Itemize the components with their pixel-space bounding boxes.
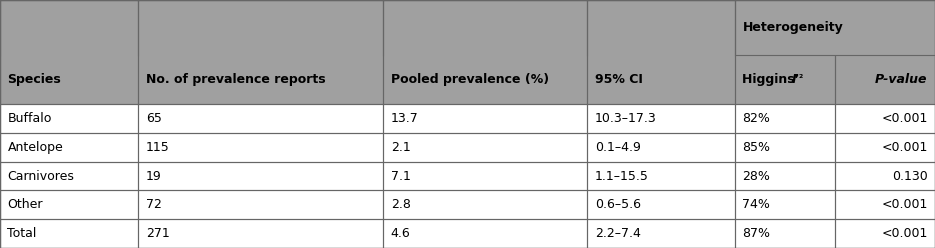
Bar <box>735 219 835 248</box>
Bar <box>138 0 383 104</box>
Bar <box>835 219 935 248</box>
Text: Other: Other <box>7 198 43 211</box>
Text: 82%: 82% <box>742 112 770 125</box>
Text: 10.3–17.3: 10.3–17.3 <box>595 112 656 125</box>
Bar <box>587 219 735 248</box>
Bar <box>0 190 138 219</box>
Bar <box>383 0 587 55</box>
Bar <box>383 190 587 219</box>
Bar <box>138 190 383 219</box>
Bar <box>0 0 138 104</box>
Text: Pooled prevalence (%): Pooled prevalence (%) <box>391 73 549 86</box>
Text: Higgins’: Higgins’ <box>742 73 804 86</box>
Bar <box>383 104 587 133</box>
Bar <box>735 190 835 219</box>
Bar <box>735 162 835 190</box>
Bar <box>835 190 935 219</box>
Text: 65: 65 <box>146 112 162 125</box>
Text: 95% CI: 95% CI <box>595 73 642 86</box>
Text: 1.1–15.5: 1.1–15.5 <box>595 170 649 183</box>
Bar <box>0 162 138 190</box>
Text: 72: 72 <box>146 198 162 211</box>
Text: 0.1–4.9: 0.1–4.9 <box>595 141 640 154</box>
Text: 28%: 28% <box>742 170 770 183</box>
Text: Heterogeneity: Heterogeneity <box>742 21 843 34</box>
Text: 0.130: 0.130 <box>892 170 928 183</box>
Text: 271: 271 <box>146 227 169 240</box>
Bar <box>383 162 587 190</box>
Text: <0.001: <0.001 <box>881 227 928 240</box>
Bar <box>735 0 935 55</box>
Bar <box>0 219 138 248</box>
Text: Total: Total <box>7 227 36 240</box>
Bar <box>587 190 735 219</box>
Bar <box>735 55 835 104</box>
Bar <box>138 219 383 248</box>
Bar <box>735 104 835 133</box>
Text: 13.7: 13.7 <box>391 112 419 125</box>
Bar <box>835 55 935 104</box>
Bar <box>587 104 735 133</box>
Bar <box>587 0 735 104</box>
Text: 0.6–5.6: 0.6–5.6 <box>595 198 640 211</box>
Text: 2.1: 2.1 <box>391 141 410 154</box>
Bar <box>383 133 587 162</box>
Bar <box>735 133 835 162</box>
Bar <box>587 0 735 55</box>
Text: Buffalo: Buffalo <box>7 112 51 125</box>
Bar <box>138 162 383 190</box>
Text: 7.1: 7.1 <box>391 170 410 183</box>
Text: <0.001: <0.001 <box>881 141 928 154</box>
Text: 74%: 74% <box>742 198 770 211</box>
Text: 87%: 87% <box>742 227 770 240</box>
Bar <box>835 104 935 133</box>
Text: I: I <box>792 73 797 86</box>
Text: <0.001: <0.001 <box>881 112 928 125</box>
Text: Carnivores: Carnivores <box>7 170 75 183</box>
Text: 2.8: 2.8 <box>391 198 410 211</box>
Text: <0.001: <0.001 <box>881 198 928 211</box>
Bar <box>0 104 138 133</box>
Text: 85%: 85% <box>742 141 770 154</box>
Bar <box>0 133 138 162</box>
Bar <box>835 133 935 162</box>
Bar <box>0 0 138 55</box>
Bar <box>383 219 587 248</box>
Text: 2.2–7.4: 2.2–7.4 <box>595 227 640 240</box>
Text: Species: Species <box>7 73 61 86</box>
Bar <box>383 0 587 104</box>
Bar <box>138 104 383 133</box>
Text: No. of prevalence reports: No. of prevalence reports <box>146 73 325 86</box>
Bar <box>138 0 383 55</box>
Text: Antelope: Antelope <box>7 141 64 154</box>
Bar <box>138 133 383 162</box>
Text: 4.6: 4.6 <box>391 227 410 240</box>
Bar <box>587 162 735 190</box>
Bar <box>587 133 735 162</box>
Text: ²: ² <box>798 74 803 84</box>
Text: P‑value: P‑value <box>875 73 928 86</box>
Text: 115: 115 <box>146 141 169 154</box>
Bar <box>835 162 935 190</box>
Text: 19: 19 <box>146 170 162 183</box>
